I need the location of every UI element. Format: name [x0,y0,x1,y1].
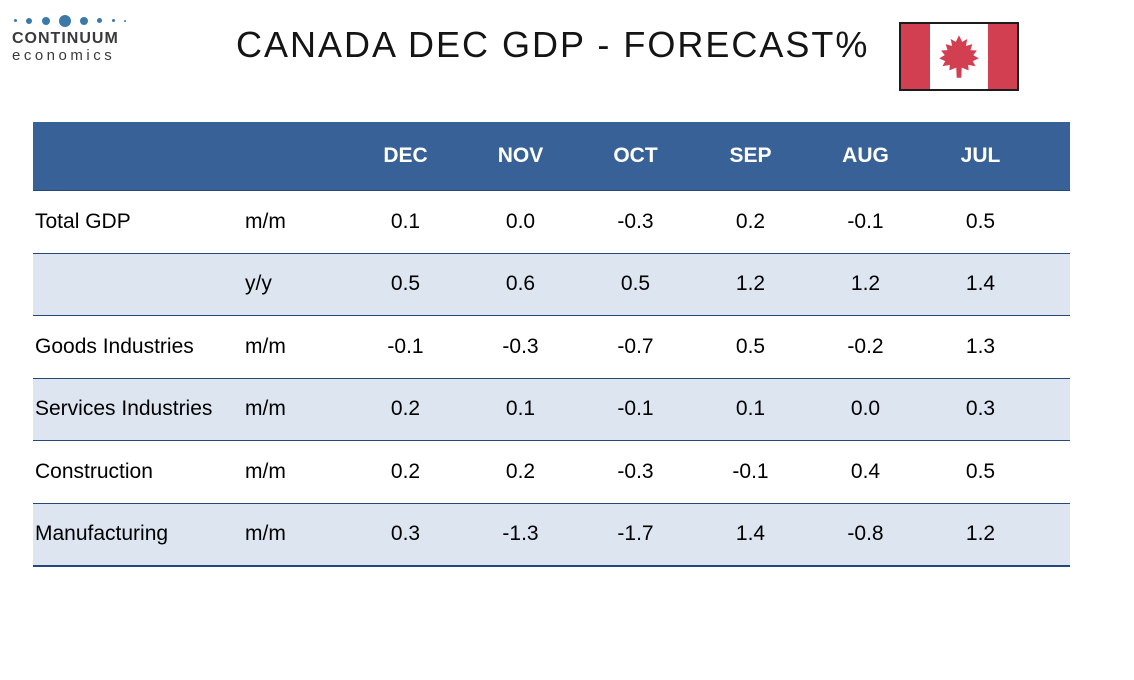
value-cell: -0.3 [617,459,654,483]
logo-dot [26,17,33,24]
value-cell: -0.1 [732,459,769,483]
logo-dot [111,19,115,22]
value-cell: 0.2 [390,459,421,483]
table-body: Total GDP m/m 0.1 0.0 -0.3 0.2 -0.1 0.5 y/y 0.5 0.… [33,190,1070,567]
value-cell: 0.5 [620,272,651,296]
column-header-oct: OCT [613,144,658,167]
value-cell: -0.2 [847,334,884,358]
logo-dot [97,18,103,23]
value-cell: 1.3 [965,334,996,358]
table-row: Goods Industries m/m -0.1 -0.3 -0.7 0.5 -0.2 1.… [33,315,1070,378]
logo-economics-text: economics [12,47,116,64]
value-cell: 1.4 [735,522,766,546]
row-period: y/y [245,272,272,296]
column-header-jul: JUL [960,144,1001,167]
page-title: CANADA DEC GDP - FORECAST% [236,24,870,65]
value-cell: 0.3 [390,522,421,546]
value-cell: -1.3 [502,522,539,546]
row-label: Services Industries [35,397,213,421]
value-cell: 0.6 [505,272,536,296]
value-cell: 0.5 [735,334,766,358]
value-cell: 0.1 [390,209,421,233]
column-header-nov: NOV [497,144,544,167]
logo-dot [41,16,50,25]
row-period: m/m [245,397,286,421]
table-row: Construction m/m 0.2 0.2 -0.3 -0.1 0.4 0.5 [33,440,1070,503]
table-row: y/y 0.5 0.6 0.5 1.2 1.2 1.4 [33,252,1070,315]
value-cell: 0.1 [735,397,766,421]
value-cell: 0.3 [965,397,996,421]
value-cell: -0.3 [502,334,539,358]
column-header-dec: DEC [383,144,428,167]
flag-red-band-right [988,24,1017,89]
value-cell: -0.7 [617,334,654,358]
flag-red-band-left [901,24,930,89]
canada-flag-icon [899,22,1019,91]
maple-leaf-icon [939,34,979,78]
value-cell: 1.2 [735,272,766,296]
value-cell: -0.1 [617,397,654,421]
logo-dot [80,16,89,25]
logo-dot [58,14,71,27]
table-row: Manufacturing m/m 0.3 -1.3 -1.7 1.4 -0.8 1.2 [33,502,1070,565]
value-cell: -0.1 [847,209,884,233]
value-cell: 0.0 [850,397,881,421]
logo-dot [123,19,126,22]
value-cell: 0.5 [390,272,421,296]
row-period: m/m [245,334,286,358]
value-cell: 1.2 [965,522,996,546]
column-header-sep: SEP [729,144,772,167]
row-label: Manufacturing [35,522,169,546]
table-row: Total GDP m/m 0.1 0.0 -0.3 0.2 -0.1 0.5 [33,190,1070,253]
value-cell: 0.5 [965,209,996,233]
value-cell: 0.1 [505,397,536,421]
row-label: Goods Industries [35,334,194,358]
value-cell: 0.2 [390,397,421,421]
table-row: Services Industries m/m 0.2 0.1 -0.1 0.1 0.0 0.… [33,377,1070,440]
logo-dots-icon [14,14,126,27]
value-cell: 0.0 [505,209,536,233]
gdp-forecast-table: DEC NOV OCT SEP AUG JUL Total GDP m/m 0.1 0.0 -0.… [33,122,1070,567]
value-cell: 0.2 [735,209,766,233]
value-cell: 0.2 [505,459,536,483]
value-cell: 1.2 [850,272,881,296]
row-label: Construction [35,459,153,483]
value-cell: 1.4 [965,272,996,296]
logo-dot [14,19,17,22]
logo-continuum-text: CONTINUUM [12,30,119,47]
value-cell: 0.5 [965,459,996,483]
column-header-aug: AUG [842,144,889,167]
value-cell: -0.1 [387,334,424,358]
row-period: m/m [245,522,286,546]
value-cell: -1.7 [617,522,654,546]
value-cell: -0.8 [847,522,884,546]
continuum-economics-logo: CONTINUUM economics [12,14,142,64]
value-cell: 0.4 [850,459,881,483]
table-header-row: DEC NOV OCT SEP AUG JUL [33,122,1070,190]
row-label: Total GDP [35,209,131,233]
row-period: m/m [245,459,286,483]
value-cell: -0.3 [617,209,654,233]
row-period: m/m [245,209,286,233]
flag-white-center [930,24,988,89]
